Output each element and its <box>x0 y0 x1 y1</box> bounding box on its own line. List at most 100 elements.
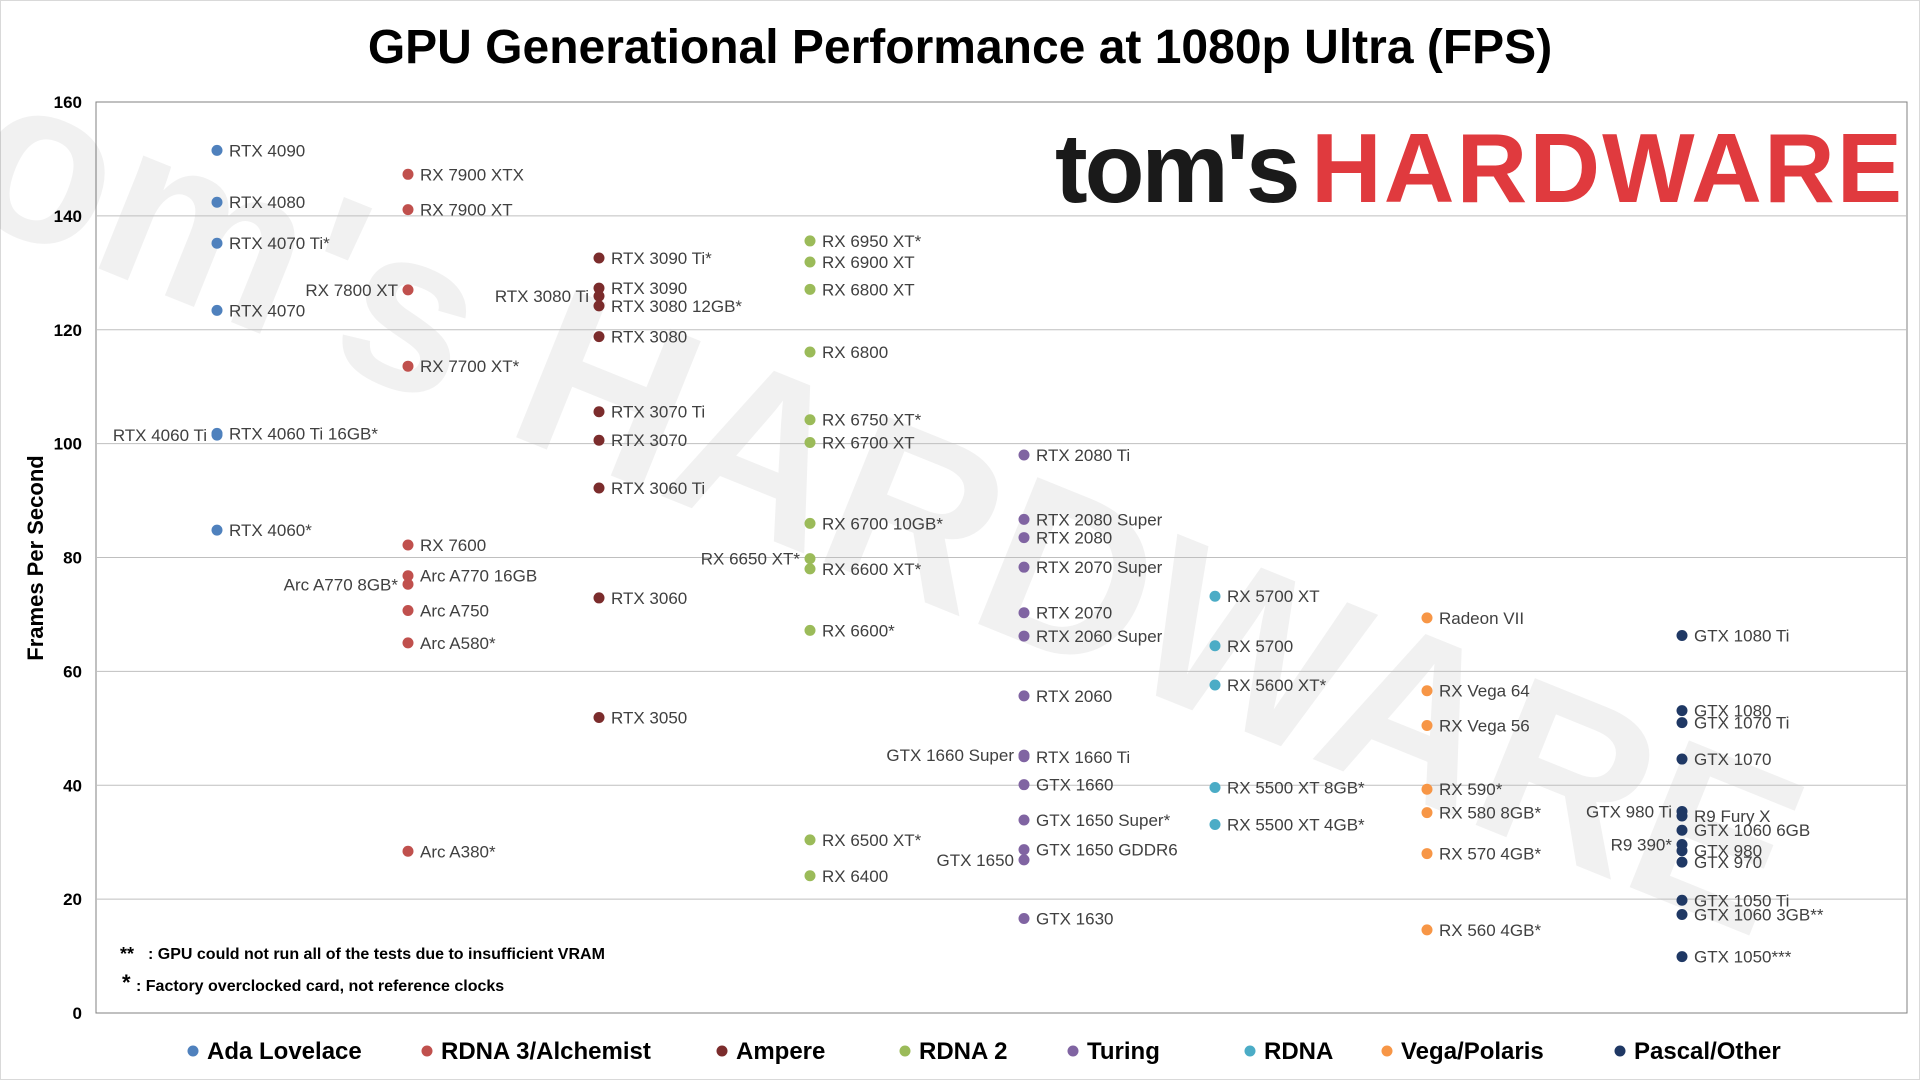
point-label-rx-6700-xt: RX 6700 XT <box>822 433 915 452</box>
point-gtx-1070 <box>1676 753 1688 765</box>
point-label-rx-6500-xt: RX 6500 XT* <box>822 831 922 850</box>
legend-marker <box>1381 1045 1393 1057</box>
point-label-r9-390: R9 390* <box>1611 835 1673 854</box>
point-label-arc-a750: Arc A750 <box>420 601 489 620</box>
point-arc-a580 <box>402 637 414 649</box>
note-2-mark: * <box>122 970 131 995</box>
point-rx-6800-xt <box>804 283 816 295</box>
legend-item-rdna-3-alchemist: RDNA 3/Alchemist <box>421 1038 651 1065</box>
point-label-rx-6400: RX 6400 <box>822 867 888 886</box>
point-label-rtx-2080-ti: RTX 2080 Ti <box>1036 446 1130 465</box>
footnotes: ** : GPU could not run all of the tests … <box>120 944 605 995</box>
y-axis-title: Frames Per Second <box>23 455 48 660</box>
point-label-rx-590: RX 590* <box>1439 780 1503 799</box>
point-label-r9-fury-x: R9 Fury X <box>1694 807 1771 826</box>
point-label-gtx-1060-6gb: GTX 1060 6GB <box>1694 821 1810 840</box>
legend-marker <box>1244 1045 1256 1057</box>
point-gtx-1080-ti <box>1676 630 1688 642</box>
note-2-text: : Factory overclocked card, not referenc… <box>136 978 504 995</box>
point-label-rx-vega-56: RX Vega 56 <box>1439 716 1530 735</box>
legend-label: Vega/Polaris <box>1401 1038 1544 1065</box>
point-rx-6750-xt <box>804 414 816 426</box>
point-label-rx-7700-xt: RX 7700 XT* <box>420 357 520 376</box>
point-label-rtx-3080: RTX 3080 <box>611 328 687 347</box>
point-rx-6950-xt <box>804 235 816 247</box>
point-gtx-1050 <box>1676 951 1688 963</box>
point-rtx-3050 <box>593 711 605 723</box>
point-label-rx-5700: RX 5700 <box>1227 637 1293 656</box>
point-label-rx-5700-xt: RX 5700 XT <box>1227 587 1320 606</box>
point-rtx-3080-ti <box>593 290 605 302</box>
series-vega-polaris: Radeon VII RX Vega 64 RX Vega 56 RX 590* RX … <box>1421 609 1541 940</box>
point-label-rx-6600-xt: RX 6600 XT* <box>822 560 922 579</box>
data-points: RTX 4090 RTX 4080 RTX 4070 Ti* RTX 4070 RTX … <box>113 141 1824 966</box>
point-rx-vega-64 <box>1421 685 1433 697</box>
point-rtx-3090 <box>593 282 605 294</box>
point-label-rx-5500-xt-4gb: RX 5500 XT 4GB* <box>1227 816 1365 835</box>
point-label-rx-580-8gb: RX 580 8GB* <box>1439 804 1541 823</box>
y-gridlines <box>96 215 1907 900</box>
point-label-rtx-2070: RTX 2070 <box>1036 604 1112 623</box>
legend-marker <box>421 1045 433 1057</box>
series-rdna-3-alchemist: RX 7900 XTX RX 7900 XT RX 7800 XT RX 7700 X… <box>284 165 538 861</box>
point-label-gtx-1630: GTX 1630 <box>1036 909 1114 928</box>
point-label-gtx-1650: GTX 1650 <box>937 851 1015 870</box>
point-rtx-4070 <box>211 304 223 316</box>
point-rtx-3070-ti <box>593 406 605 418</box>
point-label-gtx-1660: GTX 1660 <box>1036 776 1114 795</box>
logo-part-toms: tom's <box>1055 113 1297 223</box>
point-rx-560-4gb <box>1421 924 1433 936</box>
point-rx-5500-xt-4gb <box>1209 819 1221 831</box>
point-rtx-3090-ti <box>593 252 605 264</box>
point-arc-a770-8gb <box>402 578 414 590</box>
point-label-rx-570-4gb: RX 570 4GB* <box>1439 845 1541 864</box>
point-rx-580-8gb <box>1421 807 1433 819</box>
point-gtx-1630 <box>1018 912 1030 924</box>
point-label-arc-a770-16gb: Arc A770 16GB <box>420 567 537 586</box>
legend-item-ampere: Ampere <box>716 1038 825 1065</box>
point-label-rtx-4060-ti: RTX 4060 Ti <box>113 426 207 445</box>
y-tick-label: 120 <box>54 321 82 340</box>
point-label-rtx-3050: RTX 3050 <box>611 708 687 727</box>
point-label-gtx-970: GTX 970 <box>1694 853 1762 872</box>
point-label-rtx-3060: RTX 3060 <box>611 589 687 608</box>
legend-label: Turing <box>1087 1038 1160 1065</box>
series-ampere: RTX 3090 Ti* RTX 3090 RTX 3080 Ti RTX 3080 … <box>495 249 743 727</box>
note-1-text: : GPU could not run all of the tests due… <box>148 946 605 963</box>
point-label-gtx-1660-super: GTX 1660 Super <box>886 746 1014 765</box>
point-rtx-4090 <box>211 144 223 156</box>
point-label-gtx-1080-ti: GTX 1080 Ti <box>1694 627 1789 646</box>
point-label-rtx-4060: RTX 4060* <box>229 521 312 540</box>
point-rtx-3060 <box>593 592 605 604</box>
point-arc-a380 <box>402 845 414 857</box>
legend-label: RDNA <box>1264 1038 1333 1065</box>
point-gtx-1660-super <box>1018 749 1030 761</box>
legend-label: Ada Lovelace <box>207 1038 362 1065</box>
point-rx-6800 <box>804 346 816 358</box>
point-label-gtx-1080: GTX 1080 <box>1694 702 1772 721</box>
legend-item-pascal-other: Pascal/Other <box>1614 1038 1781 1065</box>
point-rx-570-4gb <box>1421 848 1433 860</box>
point-label-arc-a580: Arc A580* <box>420 634 496 653</box>
point-label-gtx-980: GTX 980 <box>1694 842 1762 861</box>
point-label-gtx-1650-gddr6: GTX 1650 GDDR6 <box>1036 841 1178 860</box>
point-rtx-2060-super <box>1018 630 1030 642</box>
point-gtx-1050-ti <box>1676 894 1688 906</box>
series-rdna-2: RX 6950 XT* RX 6900 XT RX 6800 XT RX 6800 RX… <box>701 232 944 886</box>
point-label-rx-6600: RX 6600* <box>822 621 895 640</box>
point-rx-590 <box>1421 783 1433 795</box>
point-label-rx-5500-xt-8gb: RX 5500 XT 8GB* <box>1227 779 1365 798</box>
y-tick-label: 60 <box>63 662 82 681</box>
point-label-rx-6650-xt: RX 6650 XT* <box>701 550 801 569</box>
y-tick-label: 100 <box>54 435 82 454</box>
point-label-rtx-3080-12gb: RTX 3080 12GB* <box>611 297 742 316</box>
point-rx-7900-xt <box>402 204 414 216</box>
legend: Ada Lovelace RDNA 3/Alchemist Ampere RDNA 2… <box>187 1038 1781 1065</box>
y-tick-label: 0 <box>73 1004 82 1023</box>
y-tick-label: 80 <box>63 549 82 568</box>
point-r9-fury-x <box>1676 810 1688 822</box>
point-rtx-4060-ti <box>211 429 223 441</box>
point-label-gtx-1060-3gb: GTX 1060 3GB** <box>1694 905 1824 924</box>
